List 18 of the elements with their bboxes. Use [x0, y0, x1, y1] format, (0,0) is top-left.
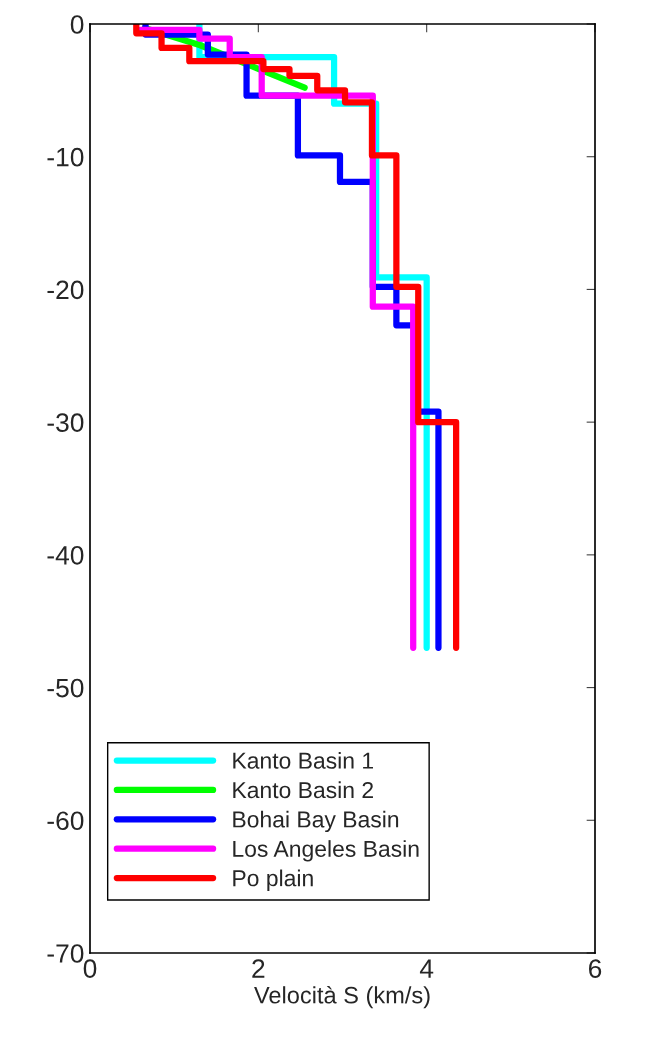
x-tick-label: 2	[252, 959, 265, 978]
x-tick-label: 4	[419, 959, 434, 978]
y-tick-label: -60	[47, 811, 84, 831]
y-tick-label: -70	[47, 944, 84, 963]
y-tick-label: -10	[47, 147, 84, 167]
y-tick-label: -20	[47, 280, 84, 300]
y-tick-label: -40	[47, 545, 84, 565]
legend-label: Kanto Basin 2	[233, 781, 373, 799]
legend-label: Kanto Basin 1	[233, 751, 373, 769]
y-tick-label: -50	[47, 678, 84, 698]
legend-label: Los Angeles Basin	[233, 840, 419, 862]
legend-label: Bohai Bay Basin	[233, 810, 399, 833]
x-tick-label: 6	[589, 959, 602, 978]
y-tick-label: -30	[47, 413, 84, 432]
x-tick-label: 0	[83, 959, 97, 978]
y-tick-label: 0	[70, 15, 84, 34]
legend-label: Po plain	[233, 869, 313, 891]
x-axis-title: Velocità S (km/s)	[254, 985, 430, 1009]
